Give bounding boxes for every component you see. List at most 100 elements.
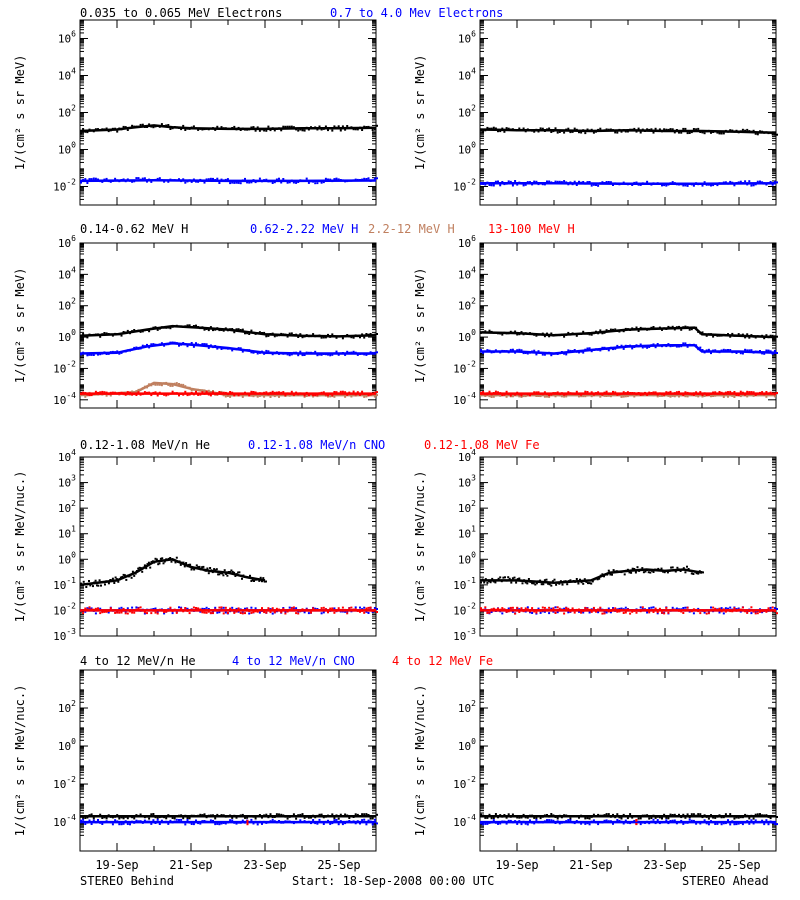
data-point-blue bbox=[269, 820, 272, 823]
data-point-red bbox=[667, 391, 670, 394]
data-point-red bbox=[246, 822, 249, 825]
data-point-black bbox=[339, 335, 342, 338]
data-point-black bbox=[361, 129, 364, 131]
data-point-blue bbox=[86, 182, 89, 184]
data-point-blue bbox=[369, 351, 372, 354]
data-point-red bbox=[637, 392, 640, 394]
data-point-blue bbox=[509, 180, 512, 183]
data-point-blue bbox=[143, 177, 146, 180]
data-point-red bbox=[359, 610, 361, 613]
data-point-black bbox=[541, 127, 544, 130]
data-point-black bbox=[299, 813, 302, 816]
data-point-red bbox=[339, 390, 342, 393]
data-point-black bbox=[573, 815, 576, 818]
data-point-red bbox=[150, 394, 153, 397]
data-point-black bbox=[739, 334, 742, 337]
data-point-black bbox=[552, 130, 555, 133]
data-point-red bbox=[339, 608, 342, 611]
data-point-black bbox=[237, 126, 240, 129]
data-point-blue bbox=[718, 821, 721, 824]
data-point-blue bbox=[746, 820, 749, 823]
data-point-blue bbox=[590, 820, 593, 823]
data-point-black bbox=[575, 815, 578, 817]
data-point-blue bbox=[554, 822, 557, 824]
data-point-blue bbox=[310, 822, 312, 825]
data-point-blue bbox=[288, 354, 291, 357]
data-point-black bbox=[265, 129, 268, 132]
data-point-black bbox=[150, 125, 153, 128]
data-point-black bbox=[599, 127, 602, 130]
y-tick-label: 104 bbox=[458, 265, 476, 281]
data-point-black bbox=[254, 578, 257, 581]
data-point-blue bbox=[595, 184, 597, 186]
data-point-black bbox=[188, 817, 191, 820]
data-point-black bbox=[253, 580, 255, 582]
data-point-blue bbox=[303, 180, 306, 182]
data-point-blue bbox=[612, 348, 614, 351]
data-point-blue bbox=[671, 181, 674, 184]
data-point-tan bbox=[710, 395, 712, 398]
data-point-blue bbox=[644, 182, 646, 185]
data-point-black bbox=[541, 815, 544, 818]
data-point-red bbox=[154, 391, 157, 394]
data-point-black bbox=[197, 566, 200, 569]
data-point-black bbox=[548, 335, 551, 338]
data-point-tan bbox=[203, 389, 206, 392]
data-point-black bbox=[480, 129, 482, 132]
legend-entry-black: 0.035 to 0.065 MeV Electrons bbox=[80, 6, 282, 20]
data-point-black bbox=[699, 131, 702, 133]
data-point-black bbox=[703, 333, 706, 336]
data-point-blue bbox=[156, 818, 159, 821]
data-point-black bbox=[520, 816, 523, 819]
data-point-black bbox=[241, 813, 244, 816]
data-point-blue bbox=[573, 180, 576, 183]
data-point-black bbox=[488, 329, 491, 332]
data-point-black bbox=[533, 816, 536, 819]
data-point-black bbox=[354, 128, 357, 131]
data-point-blue bbox=[550, 819, 553, 822]
data-point-black bbox=[641, 327, 644, 330]
data-point-red bbox=[226, 393, 229, 396]
data-point-black bbox=[670, 566, 673, 569]
data-point-blue bbox=[275, 178, 278, 181]
data-point-black bbox=[750, 130, 753, 133]
data-point-blue bbox=[729, 180, 732, 183]
data-point-blue bbox=[684, 184, 687, 187]
data-point-tan bbox=[131, 390, 134, 393]
data-point-black bbox=[489, 581, 492, 584]
data-point-red bbox=[641, 606, 644, 609]
data-point-black bbox=[107, 814, 110, 817]
data-point-red bbox=[580, 393, 583, 396]
data-point-black bbox=[261, 128, 263, 131]
data-point-black bbox=[143, 329, 146, 332]
data-point-red bbox=[350, 392, 353, 395]
data-point-black bbox=[165, 558, 168, 561]
data-point-blue bbox=[756, 350, 759, 353]
data-point-red bbox=[744, 393, 747, 396]
data-point-tan bbox=[169, 384, 172, 387]
data-point-blue bbox=[97, 178, 99, 181]
data-point-blue bbox=[584, 348, 587, 351]
data-point-red bbox=[163, 611, 166, 614]
data-point-black bbox=[680, 816, 683, 819]
y-tick-label: 102 bbox=[58, 499, 76, 515]
data-point-black bbox=[335, 126, 338, 129]
data-point-blue bbox=[737, 181, 740, 184]
data-point-black bbox=[484, 578, 487, 581]
data-point-blue bbox=[192, 178, 195, 181]
data-point-black bbox=[152, 326, 155, 329]
data-point-black bbox=[339, 813, 342, 816]
data-point-blue bbox=[505, 822, 508, 825]
y-tick-label: 10-2 bbox=[53, 178, 76, 194]
data-point-red bbox=[261, 392, 263, 395]
data-point-black bbox=[620, 329, 623, 332]
data-point-black bbox=[556, 131, 559, 134]
data-point-blue bbox=[122, 350, 125, 353]
data-point-red bbox=[724, 391, 727, 394]
data-point-tan bbox=[578, 395, 580, 398]
data-point-black bbox=[203, 128, 206, 131]
data-point-blue bbox=[120, 351, 123, 354]
y-tick-label: 10-4 bbox=[453, 813, 476, 829]
data-point-black bbox=[111, 127, 114, 130]
data-point-blue bbox=[552, 819, 555, 822]
